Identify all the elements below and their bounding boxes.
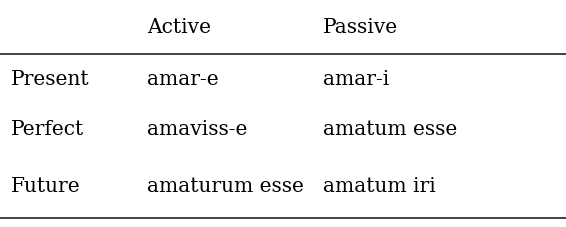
Text: Active: Active bbox=[147, 18, 211, 37]
Text: Present: Present bbox=[11, 70, 90, 89]
Text: amar-e: amar-e bbox=[147, 70, 219, 89]
Text: Passive: Passive bbox=[323, 18, 398, 37]
Text: amar-i: amar-i bbox=[323, 70, 389, 89]
Text: amatum esse: amatum esse bbox=[323, 120, 457, 139]
Text: Future: Future bbox=[11, 177, 81, 196]
Text: amaturum esse: amaturum esse bbox=[147, 177, 304, 196]
Text: Perfect: Perfect bbox=[11, 120, 84, 139]
Text: amaviss-e: amaviss-e bbox=[147, 120, 247, 139]
Text: amatum iri: amatum iri bbox=[323, 177, 435, 196]
